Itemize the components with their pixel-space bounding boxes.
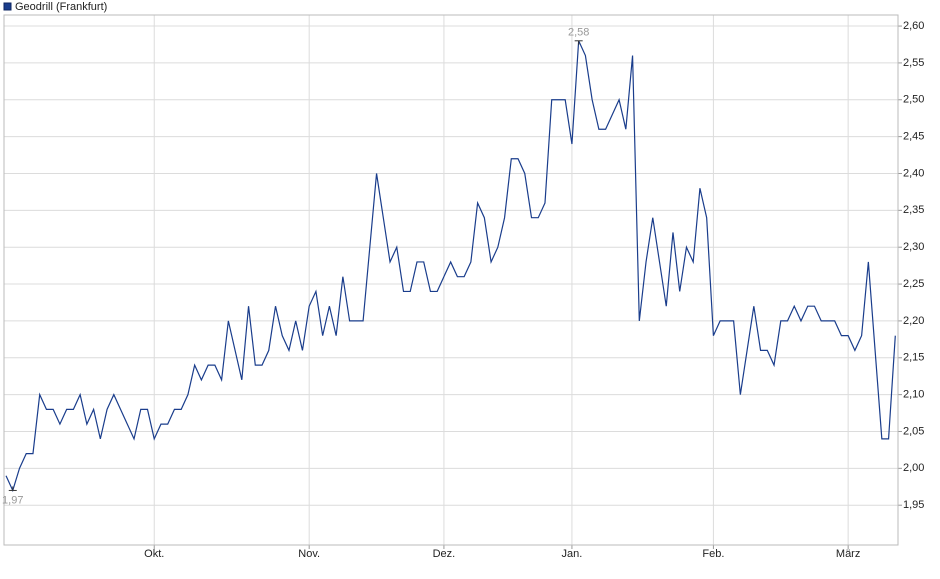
y-tick-label: 2,20 bbox=[903, 315, 924, 327]
y-tick-label: 1,95 bbox=[903, 499, 924, 511]
y-tick-label: 2,00 bbox=[903, 462, 924, 474]
x-tick-label: Nov. bbox=[298, 548, 320, 560]
legend-label: Geodrill (Frankfurt) bbox=[15, 1, 107, 13]
x-tick-label: Dez. bbox=[433, 548, 456, 560]
y-tick-label: 2,40 bbox=[903, 167, 924, 179]
x-tick-label: Okt. bbox=[144, 548, 164, 560]
legend-swatch bbox=[3, 2, 12, 11]
y-tick-label: 2,50 bbox=[903, 94, 924, 106]
extreme-label: 2,58 bbox=[568, 27, 589, 39]
y-tick-label: 2,05 bbox=[903, 425, 924, 437]
plot-frame bbox=[3, 14, 899, 546]
y-tick-label: 2,15 bbox=[903, 352, 924, 364]
y-tick-label: 2,35 bbox=[903, 204, 924, 216]
y-tick-label: 2,25 bbox=[903, 278, 924, 290]
price-line bbox=[5, 40, 896, 493]
extreme-label: 1,97 bbox=[2, 494, 23, 506]
x-tick-label: Jan. bbox=[562, 548, 583, 560]
x-tick-label: März bbox=[836, 548, 860, 560]
y-tick-label: 2,45 bbox=[903, 131, 924, 143]
y-tick-label: 2,10 bbox=[903, 389, 924, 401]
y-tick-label: 2,60 bbox=[903, 20, 924, 32]
x-tick-label: Feb. bbox=[702, 548, 724, 560]
y-tick-label: 2,55 bbox=[903, 57, 924, 69]
y-tick-label: 2,30 bbox=[903, 241, 924, 253]
